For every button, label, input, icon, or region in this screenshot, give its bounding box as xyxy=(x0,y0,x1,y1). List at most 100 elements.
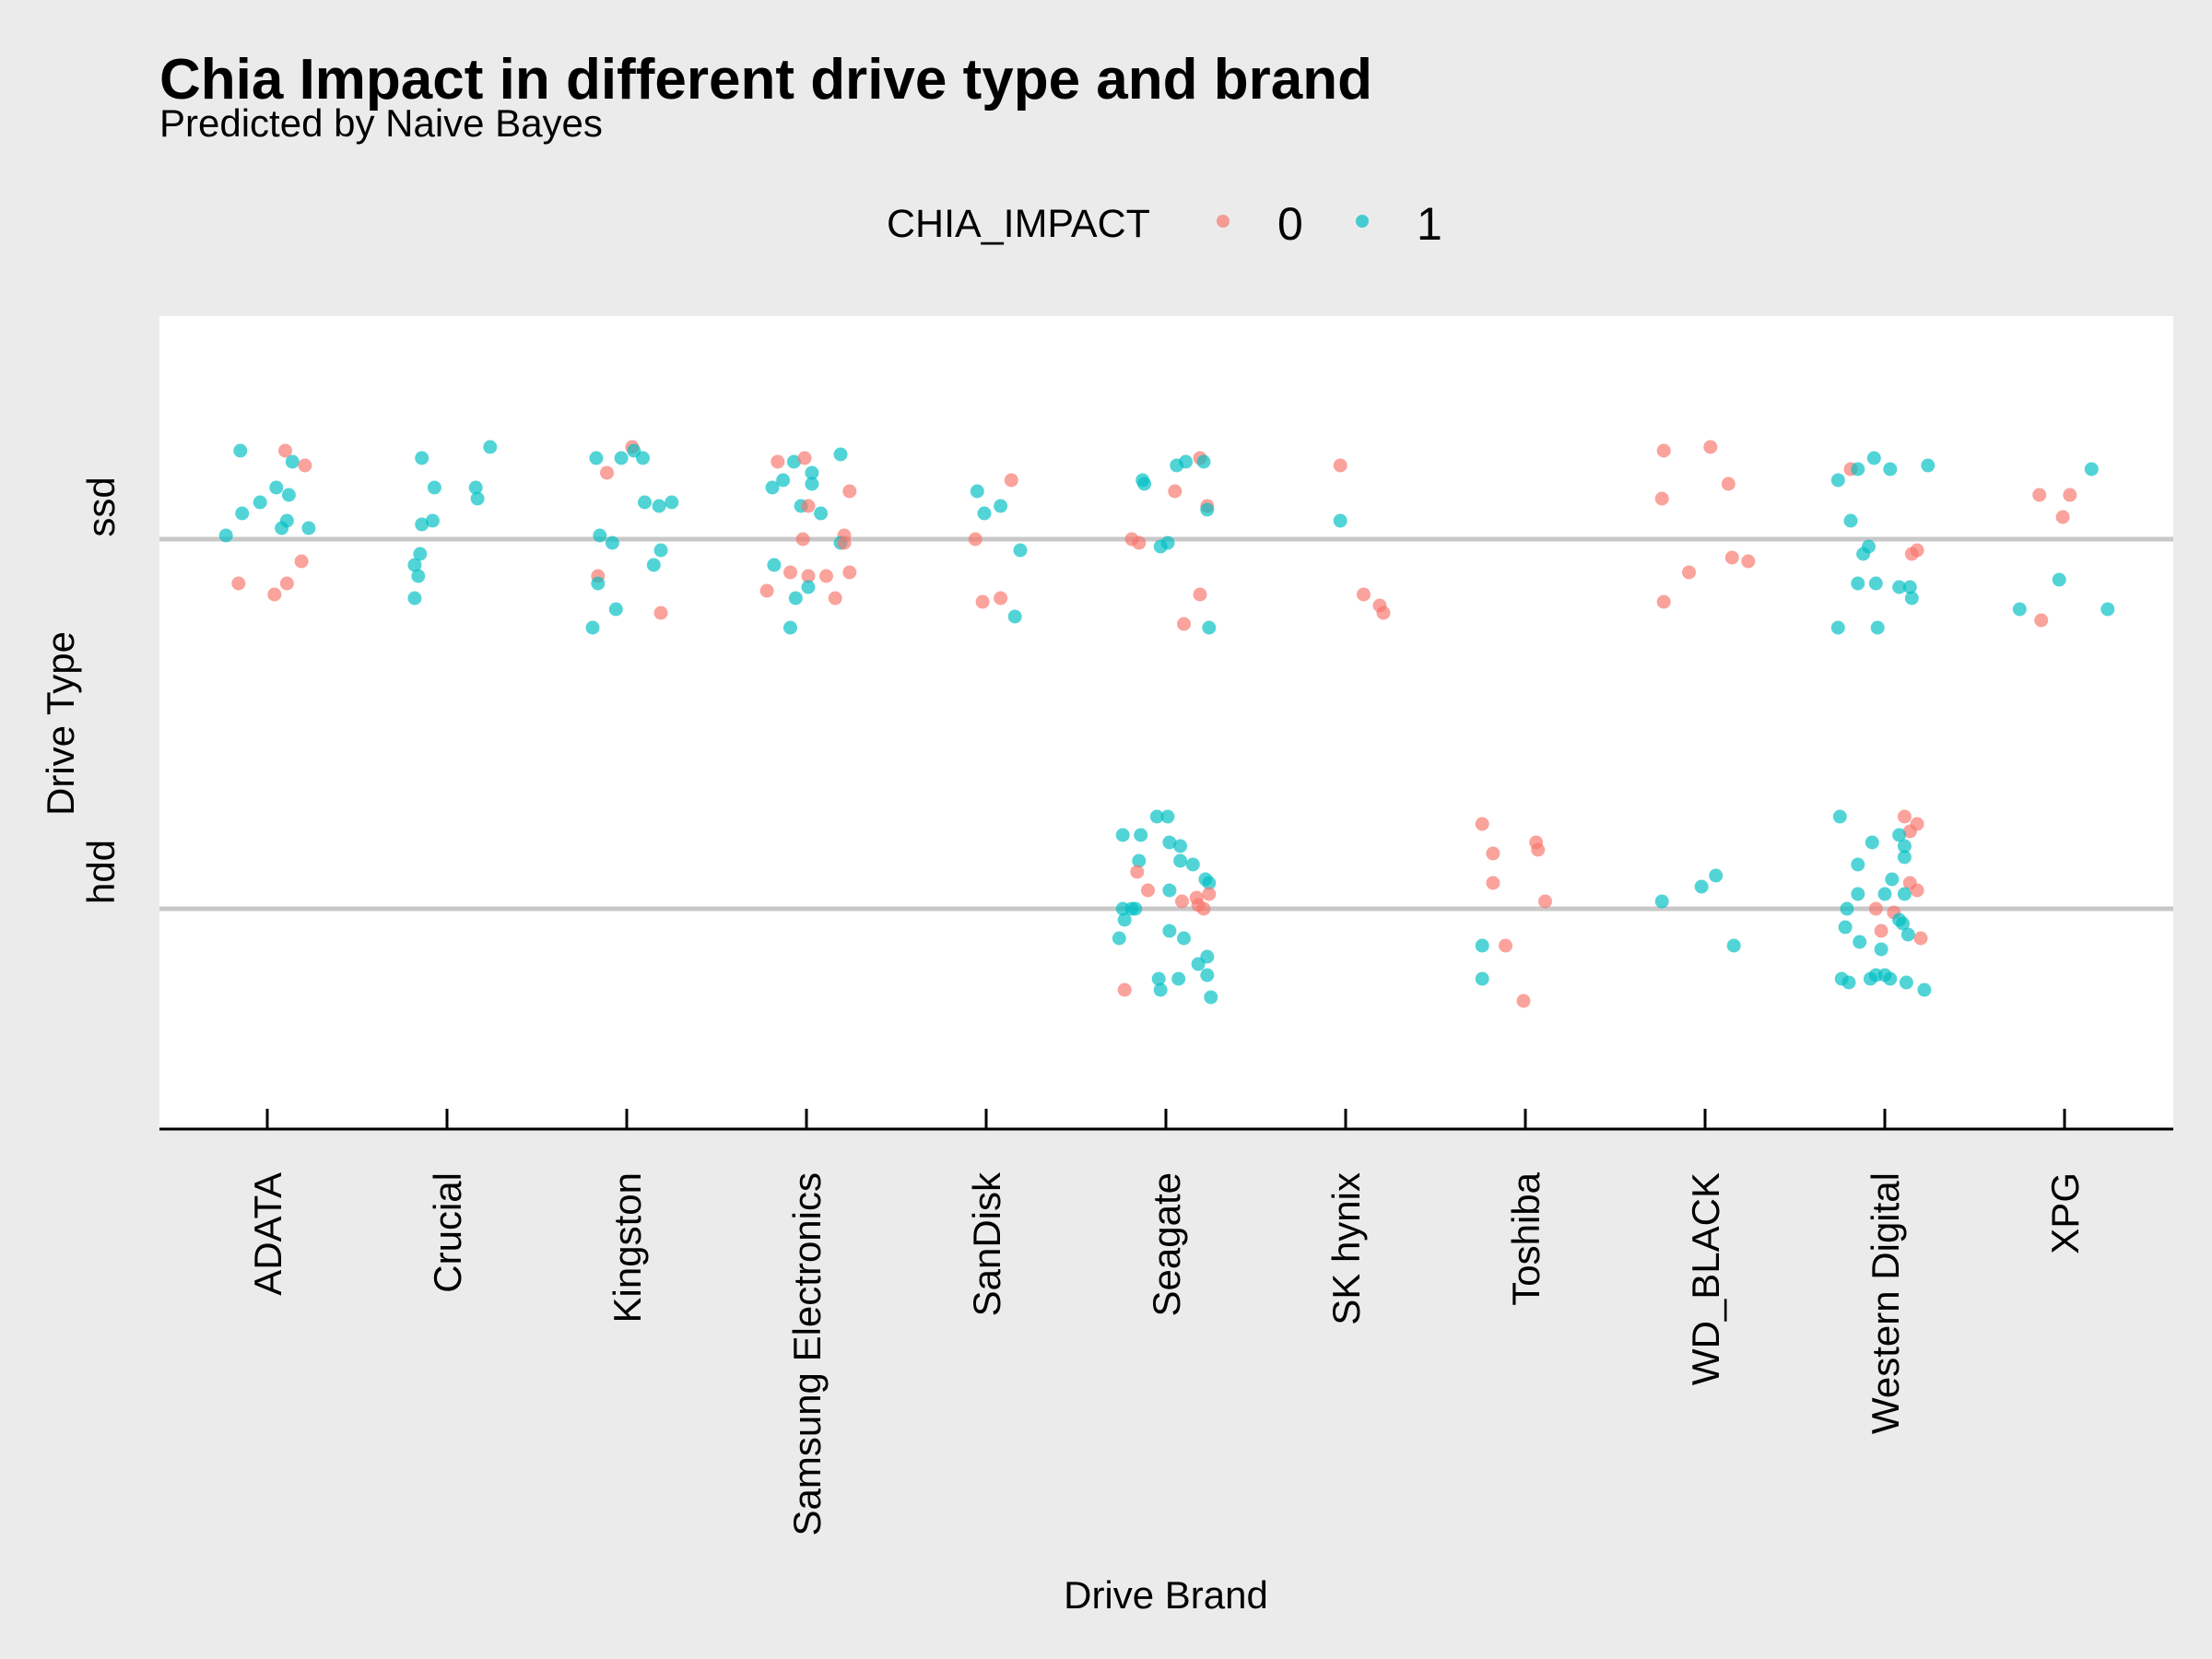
data-point xyxy=(1202,620,1217,635)
data-point xyxy=(1013,543,1028,558)
data-point xyxy=(1883,971,1898,986)
x-tick-label: Crucial xyxy=(426,1172,469,1293)
data-point xyxy=(415,451,429,465)
data-point xyxy=(1130,865,1145,879)
data-point xyxy=(278,443,292,458)
data-point xyxy=(1830,473,1845,488)
data-point xyxy=(593,528,607,543)
data-point xyxy=(1913,931,1928,946)
data-point xyxy=(468,480,483,495)
data-point xyxy=(1897,887,1912,901)
data-point xyxy=(1902,580,1917,594)
data-point xyxy=(279,513,294,528)
data-point xyxy=(1333,513,1347,528)
y-tick-label-ssd: ssd xyxy=(79,477,123,536)
data-point xyxy=(833,447,848,462)
data-point xyxy=(1885,872,1900,887)
data-point xyxy=(1904,547,1919,561)
data-point xyxy=(2032,488,2047,502)
data-point xyxy=(1141,883,1155,898)
data-point xyxy=(665,495,679,510)
legend-title: CHIA_IMPACT xyxy=(887,202,1150,246)
data-point xyxy=(801,499,816,513)
data-point xyxy=(1177,617,1191,631)
data-point xyxy=(1516,994,1531,1008)
data-point xyxy=(1117,912,1132,927)
data-point xyxy=(1137,477,1152,491)
y-axis-labels: ssd hdd xyxy=(79,477,123,904)
x-tick-label: SK hynix xyxy=(1324,1172,1368,1325)
legend-key-1 xyxy=(1356,215,1369,228)
data-point xyxy=(1486,876,1500,890)
data-point xyxy=(298,458,312,473)
data-point xyxy=(2034,613,2049,628)
data-point xyxy=(1204,990,1218,1005)
data-point xyxy=(413,547,428,561)
data-point xyxy=(1921,458,1936,473)
data-point xyxy=(1538,894,1552,909)
data-point xyxy=(797,451,812,465)
data-point xyxy=(1124,901,1139,916)
data-point xyxy=(1897,809,1912,824)
data-point xyxy=(653,606,668,620)
plot-panel xyxy=(159,316,2173,1129)
data-point xyxy=(1007,609,1022,624)
data-point xyxy=(837,535,852,550)
data-point xyxy=(1856,547,1871,561)
data-point xyxy=(788,591,803,606)
data-point xyxy=(1486,846,1500,861)
data-point xyxy=(1162,924,1177,938)
data-point xyxy=(767,558,782,572)
data-point xyxy=(795,532,810,547)
data-point xyxy=(235,506,250,521)
data-point xyxy=(1132,535,1147,550)
x-tick-label: XPG xyxy=(2043,1172,2087,1254)
data-point xyxy=(1726,938,1741,953)
data-point xyxy=(765,480,780,495)
data-point xyxy=(1531,842,1546,857)
data-point xyxy=(1851,462,1865,477)
data-point xyxy=(1173,853,1188,868)
data-point xyxy=(1868,901,1883,916)
data-point xyxy=(1694,879,1709,894)
x-tick-label: Samsung Electronics xyxy=(785,1172,829,1536)
data-point xyxy=(1868,576,1883,591)
data-point xyxy=(233,443,248,458)
data-point xyxy=(1656,594,1671,609)
legend-key-0 xyxy=(1217,215,1230,228)
data-point xyxy=(1709,868,1724,883)
data-point xyxy=(1870,620,1885,635)
x-axis-ticks: ADATA Crucial Kingston Samsung Electronics S… xyxy=(246,1109,2087,1536)
data-point xyxy=(470,491,485,506)
data-point xyxy=(1851,576,1865,591)
x-axis-title: Drive Brand xyxy=(1064,1573,1268,1617)
data-point xyxy=(1149,809,1164,824)
data-point xyxy=(653,543,668,558)
data-point xyxy=(1191,957,1206,971)
data-point xyxy=(1475,938,1489,953)
data-point xyxy=(1193,587,1207,602)
data-point xyxy=(614,451,629,465)
data-point xyxy=(786,454,801,469)
data-point xyxy=(1897,850,1912,865)
data-point xyxy=(1866,451,1881,465)
data-point xyxy=(1151,971,1166,986)
x-tick-label: SanDisk xyxy=(965,1171,1008,1316)
x-tick-label: Seagate xyxy=(1145,1172,1188,1316)
data-point xyxy=(589,451,604,465)
data-point xyxy=(994,499,1008,513)
data-point xyxy=(1160,809,1175,824)
chart-subtitle: Predicted by Naive Bayes xyxy=(159,101,603,145)
data-point xyxy=(1200,502,1215,517)
data-point xyxy=(591,576,606,591)
data-point xyxy=(1175,894,1189,909)
data-point xyxy=(1892,828,1907,842)
data-point xyxy=(1333,458,1347,473)
data-point xyxy=(636,451,650,465)
data-point xyxy=(1900,927,1915,942)
data-point xyxy=(407,591,422,606)
data-point xyxy=(2063,488,2077,502)
data-point xyxy=(1132,853,1147,868)
data-point xyxy=(783,620,797,635)
x-tick-label: WD_BLACK xyxy=(1684,1172,1727,1385)
